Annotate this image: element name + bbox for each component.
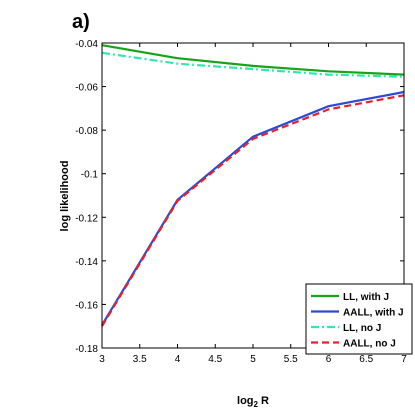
x-tick-label: 7 <box>401 354 407 365</box>
x-axis-label-subscript: 2 <box>254 400 259 409</box>
y-tick-label: -0.12 <box>75 213 98 224</box>
y-tick-label: -0.14 <box>75 257 98 268</box>
y-tick-label: -0.16 <box>75 300 98 311</box>
series-line-4 <box>101 94 405 327</box>
series-layer <box>101 44 405 327</box>
x-axis-label: log2 R <box>237 395 269 409</box>
y-tick-label: -0.18 <box>75 344 98 355</box>
x-tick-label: 5.5 <box>284 354 298 365</box>
x-tick-label: 3.5 <box>133 354 147 365</box>
legend-label-4: AALL, no J <box>343 339 396 350</box>
y-tick-label: -0.06 <box>75 83 98 94</box>
y-axis-label: log likelihood <box>59 161 71 232</box>
legend-label-3: LL, no J <box>343 323 381 334</box>
panel-label: a) <box>72 11 90 33</box>
x-tick-label: 6.5 <box>359 354 373 365</box>
series-line-1 <box>101 44 405 76</box>
legend-label-1: LL, with J <box>343 292 389 303</box>
series-line-3 <box>101 51 405 78</box>
x-tick-label: 6 <box>326 354 332 365</box>
legend-label-2: AALL, with J <box>343 308 404 319</box>
series-line-2 <box>101 90 405 326</box>
y-tick-label: -0.04 <box>75 39 98 50</box>
y-tick-label: -0.1 <box>81 170 99 181</box>
x-tick-label: 4.5 <box>208 354 222 365</box>
x-tick-label: 3 <box>99 354 105 365</box>
legend: LL, with J AALL, with J LL, no J AALL, no J <box>305 283 413 355</box>
x-tick-label: 4 <box>175 354 181 365</box>
y-tick-label: -0.08 <box>75 126 98 137</box>
ticks-layer: 3 3.5 4 4.5 5 5.5 6 6.5 7 -0.18 -0.16 -0.14 -0.12 -0.… <box>75 39 407 365</box>
x-axis-label-tail: R <box>258 395 269 407</box>
x-tick-label: 5 <box>250 354 256 365</box>
x-axis-label-main: log <box>237 395 254 407</box>
